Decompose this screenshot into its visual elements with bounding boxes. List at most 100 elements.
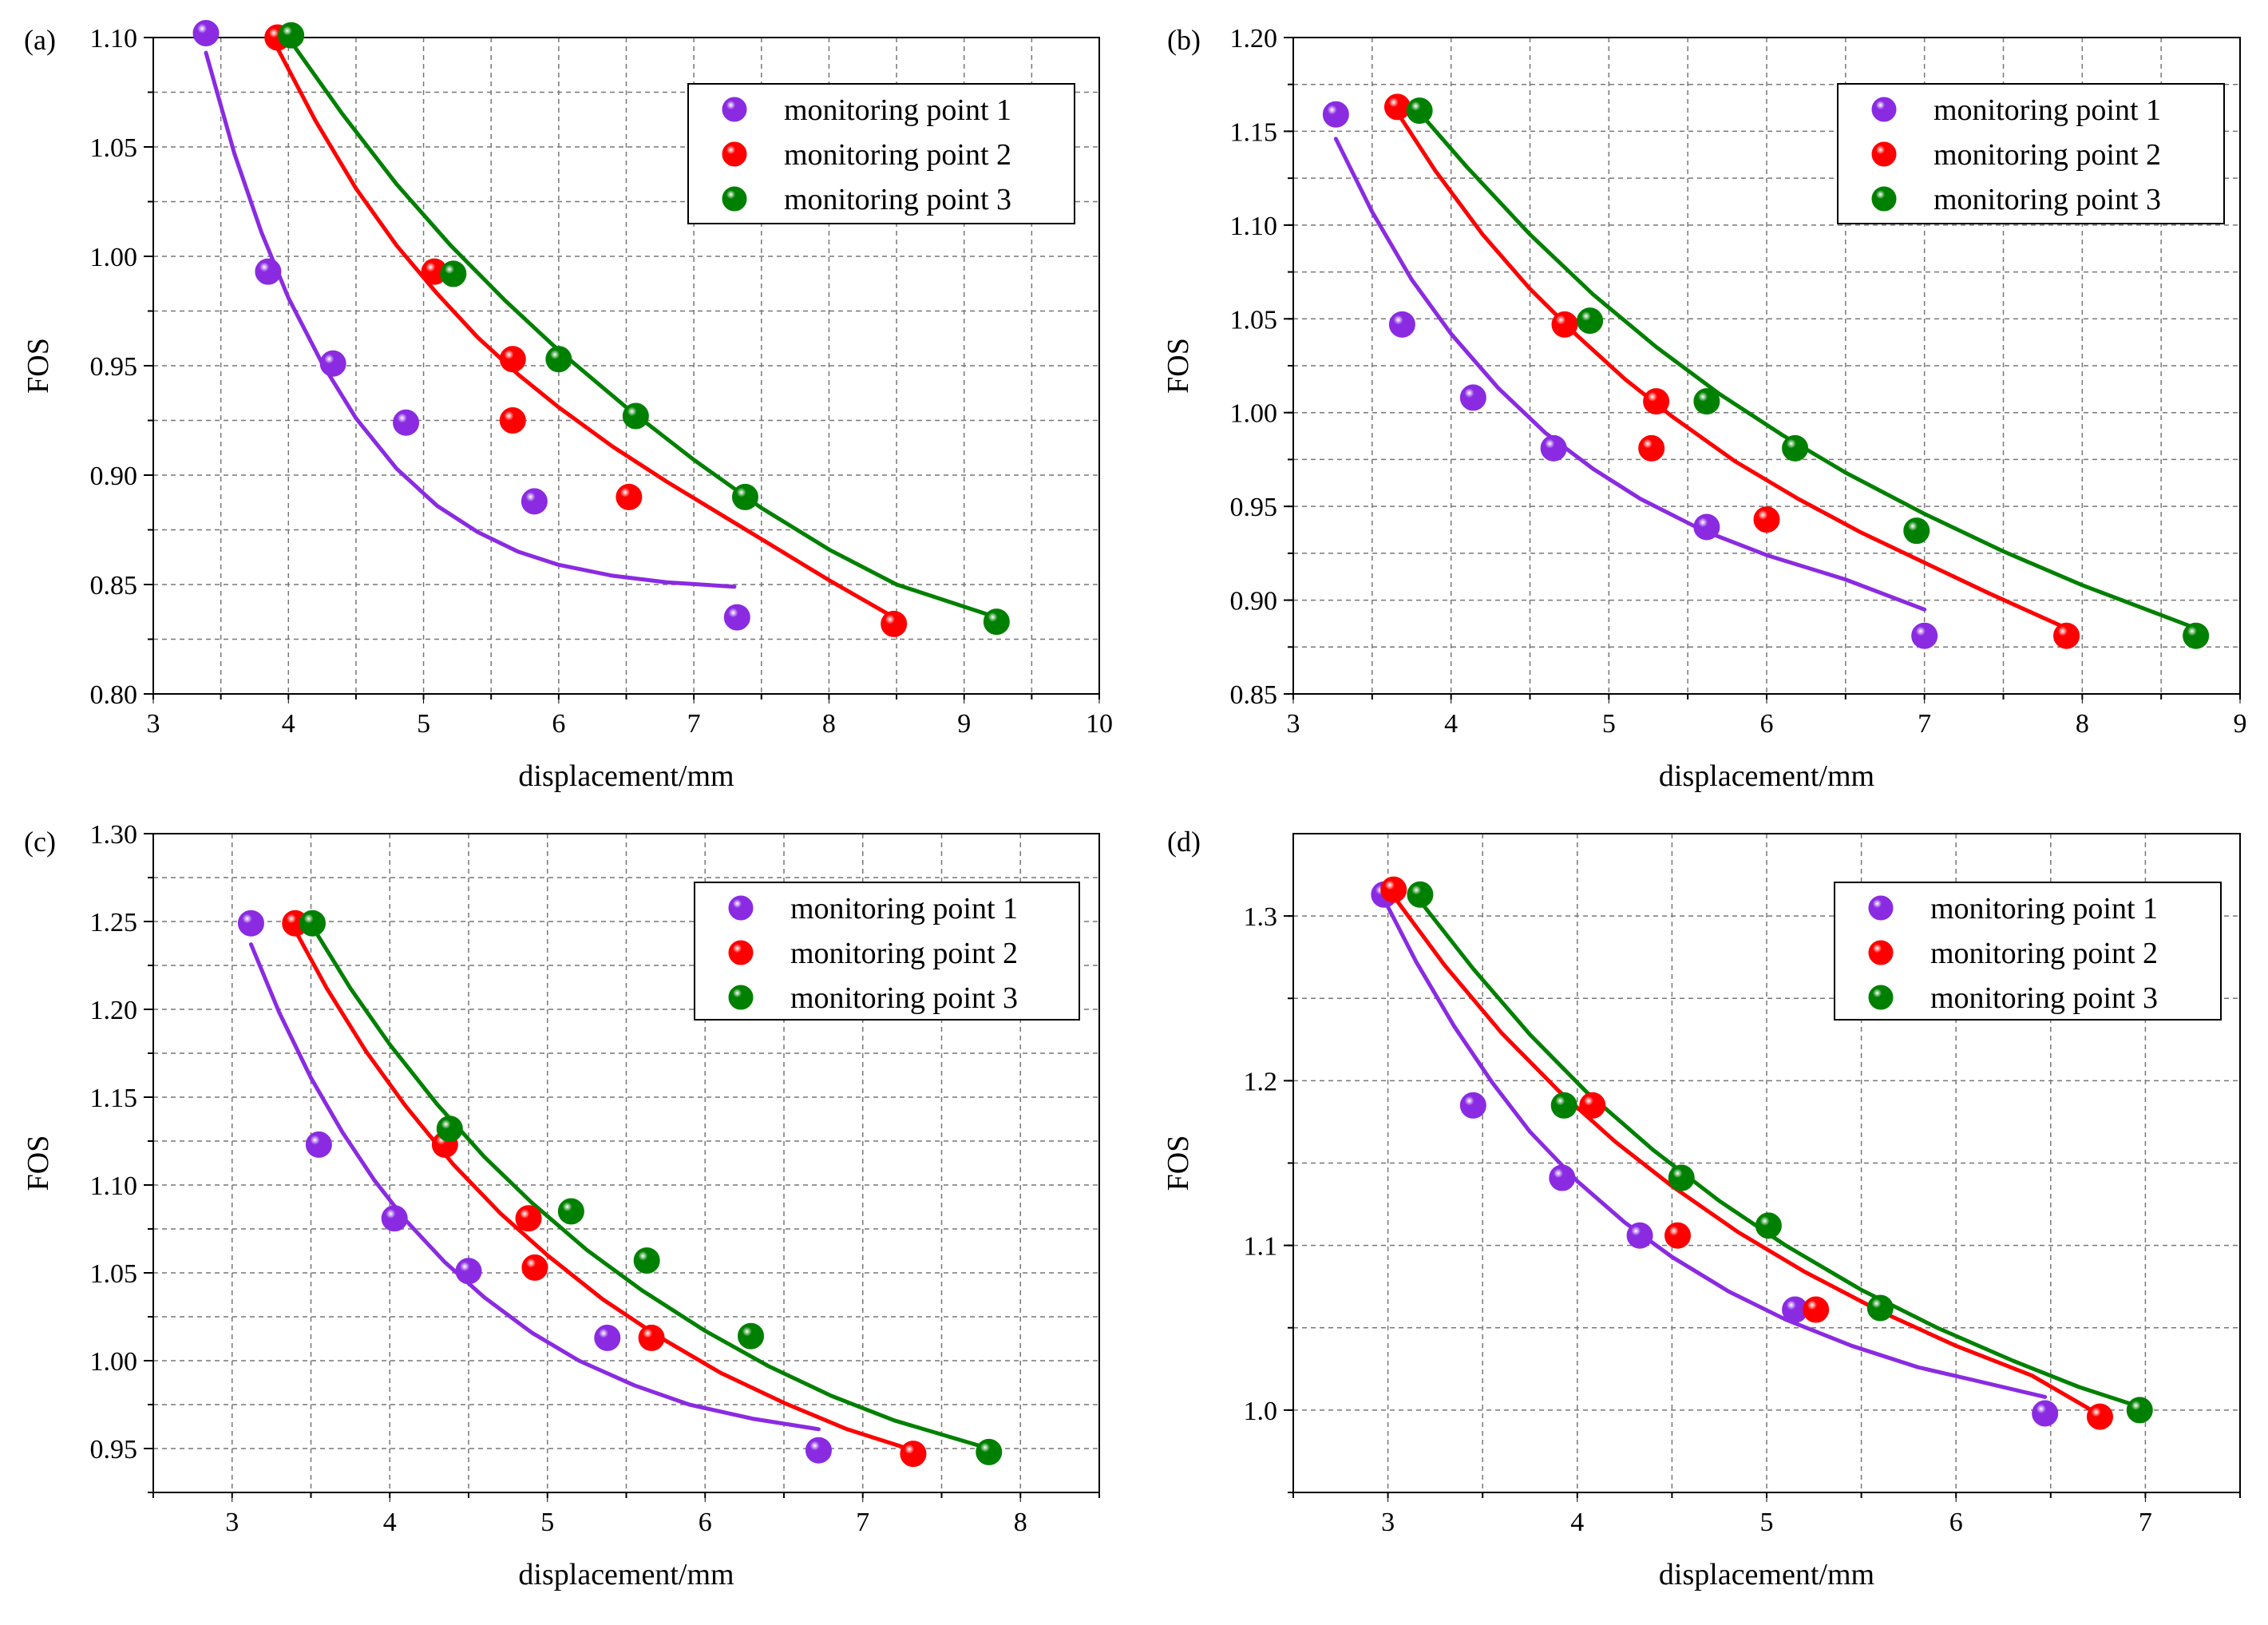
- x-tick-label: 6: [1760, 709, 1774, 739]
- data-point-series-1: [305, 1131, 332, 1158]
- y-tick-label: 0.80: [90, 680, 138, 710]
- legend-label: monitoring point 1: [784, 93, 1011, 127]
- data-point-series-1: [594, 1324, 621, 1351]
- data-point-series-1: [319, 350, 346, 377]
- data-point-series-1: [1693, 513, 1720, 541]
- x-tick-label: 7: [1918, 709, 1931, 739]
- x-tick-label: 8: [2076, 709, 2089, 739]
- legend-marker: [1868, 895, 1894, 921]
- y-tick-label: 1.30: [90, 820, 138, 850]
- data-point-series-1: [455, 1258, 482, 1285]
- y-tick-label: 1.25: [90, 908, 138, 937]
- x-tick-label: 6: [1949, 1508, 1963, 1537]
- data-point-series-3: [1693, 388, 1720, 415]
- data-point-series-1: [192, 20, 220, 47]
- fit-curve-point-1: [1333, 137, 1927, 612]
- legend-marker: [728, 985, 754, 1010]
- data-point-series-2: [615, 483, 643, 510]
- data-point-series-3: [633, 1247, 660, 1274]
- legend-marker: [722, 186, 747, 212]
- fit-curve-point-3: [1417, 110, 2199, 631]
- data-point-series-3: [1782, 434, 1809, 462]
- x-tick-label: 4: [282, 709, 295, 739]
- panel-label: (d): [1167, 826, 1201, 858]
- data-point-series-3: [1407, 881, 1434, 908]
- y-tick-label: 1.1: [1244, 1232, 1278, 1262]
- legend-marker: [1871, 141, 1897, 167]
- data-point-series-3: [545, 346, 572, 373]
- legend-label: monitoring point 2: [1934, 138, 2161, 172]
- x-tick-label: 3: [1287, 709, 1300, 739]
- panel-d: 3 4 5 6 7 1.0 1.1 1.2 1.3 displacement/mm FOS (d) mo…: [1162, 826, 2241, 1591]
- data-point-series-3: [1755, 1212, 1782, 1239]
- y-tick-label: 1.20: [1230, 24, 1278, 54]
- y-tick-label: 1.10: [90, 1171, 138, 1201]
- legend: monitoring point 1 monitoring point 2 moni…: [687, 83, 1075, 224]
- data-point-series-2: [1753, 506, 1780, 533]
- legend-label: monitoring point 3: [1930, 981, 2158, 1015]
- legend-label: monitoring point 3: [790, 981, 1018, 1015]
- x-tick-label: 7: [687, 709, 701, 739]
- legend-label: monitoring point 2: [784, 138, 1011, 172]
- x-tick-label: 3: [1381, 1508, 1395, 1537]
- legend-label: monitoring point 3: [784, 183, 1011, 216]
- x-tick-label: 6: [552, 709, 565, 739]
- data-point-series-1: [1322, 101, 1349, 128]
- data-point-series-2: [521, 1254, 548, 1281]
- data-point-series-1: [1388, 311, 1415, 338]
- legend-marker: [728, 940, 754, 965]
- data-point-series-1: [1459, 1092, 1486, 1119]
- y-tick-label: 1.05: [1230, 305, 1278, 335]
- data-point-series-2: [638, 1324, 665, 1351]
- data-point-series-3: [738, 1322, 765, 1350]
- panel-label: (b): [1167, 24, 1201, 56]
- y-tick-label: 1.10: [90, 24, 138, 54]
- x-tick-label: 8: [822, 709, 836, 739]
- legend-box: [1834, 882, 2222, 1021]
- x-tick-label: 3: [147, 709, 160, 739]
- y-axis-title: FOS: [1162, 338, 1195, 394]
- data-point-series-1: [1459, 384, 1486, 411]
- fit-curve-point-3: [1418, 899, 2142, 1409]
- x-tick-label: 4: [1570, 1508, 1584, 1537]
- data-point-series-3: [299, 910, 326, 937]
- y-tick-label: 0.90: [90, 462, 138, 491]
- data-point-series-1: [520, 488, 548, 515]
- x-tick-label: 4: [1444, 709, 1458, 739]
- legend-marker: [1868, 985, 1894, 1010]
- x-axis-title: displacement/mm: [518, 759, 734, 793]
- data-point-series-2: [1803, 1296, 1830, 1323]
- y-tick-label: 1.0: [1244, 1397, 1278, 1426]
- x-tick-label: 3: [225, 1508, 239, 1537]
- x-tick-label: 5: [540, 1508, 554, 1537]
- data-point-series-2: [881, 610, 908, 637]
- y-tick-label: 0.85: [90, 571, 138, 600]
- panel-b: 3 4 5 6 7 8 9 0.85 0.90 0.95 1.00 1.05 1.10 1.15 1.20 d…: [1162, 24, 2247, 793]
- fit-curve-point-2: [275, 46, 897, 620]
- data-point-series-1: [2032, 1400, 2059, 1427]
- data-point-series-3: [440, 260, 467, 287]
- y-tick-label: 1.05: [90, 1259, 138, 1289]
- x-tick-label: 7: [2139, 1508, 2152, 1537]
- legend-label: monitoring point 3: [1934, 183, 2161, 216]
- fit-curve-point-3: [310, 925, 992, 1451]
- data-point-series-3: [1903, 517, 1930, 545]
- y-axis-title: FOS: [22, 1136, 55, 1191]
- data-point-series-3: [1866, 1294, 1894, 1322]
- legend-label: monitoring point 2: [1930, 937, 2158, 970]
- legend-marker: [728, 895, 754, 921]
- data-point-series-3: [976, 1438, 1003, 1465]
- data-point-series-3: [1550, 1092, 1577, 1119]
- data-point-series-1: [1540, 434, 1567, 462]
- x-tick-label: 9: [2234, 709, 2247, 739]
- legend-marker: [1868, 940, 1894, 965]
- y-axis-title: FOS: [22, 338, 55, 394]
- data-point-series-1: [1626, 1222, 1653, 1249]
- x-tick-label: 7: [856, 1508, 869, 1537]
- legend-label: monitoring point 1: [1934, 93, 2161, 127]
- data-point-series-3: [278, 22, 305, 49]
- fit-curve-point-3: [289, 39, 999, 620]
- panel-c: 3 4 5 6 7 8 0.95 1.00 1.05 1.10 1.15 1.20 1.25 1.30 di…: [22, 820, 1100, 1591]
- legend-box: [1837, 83, 2225, 224]
